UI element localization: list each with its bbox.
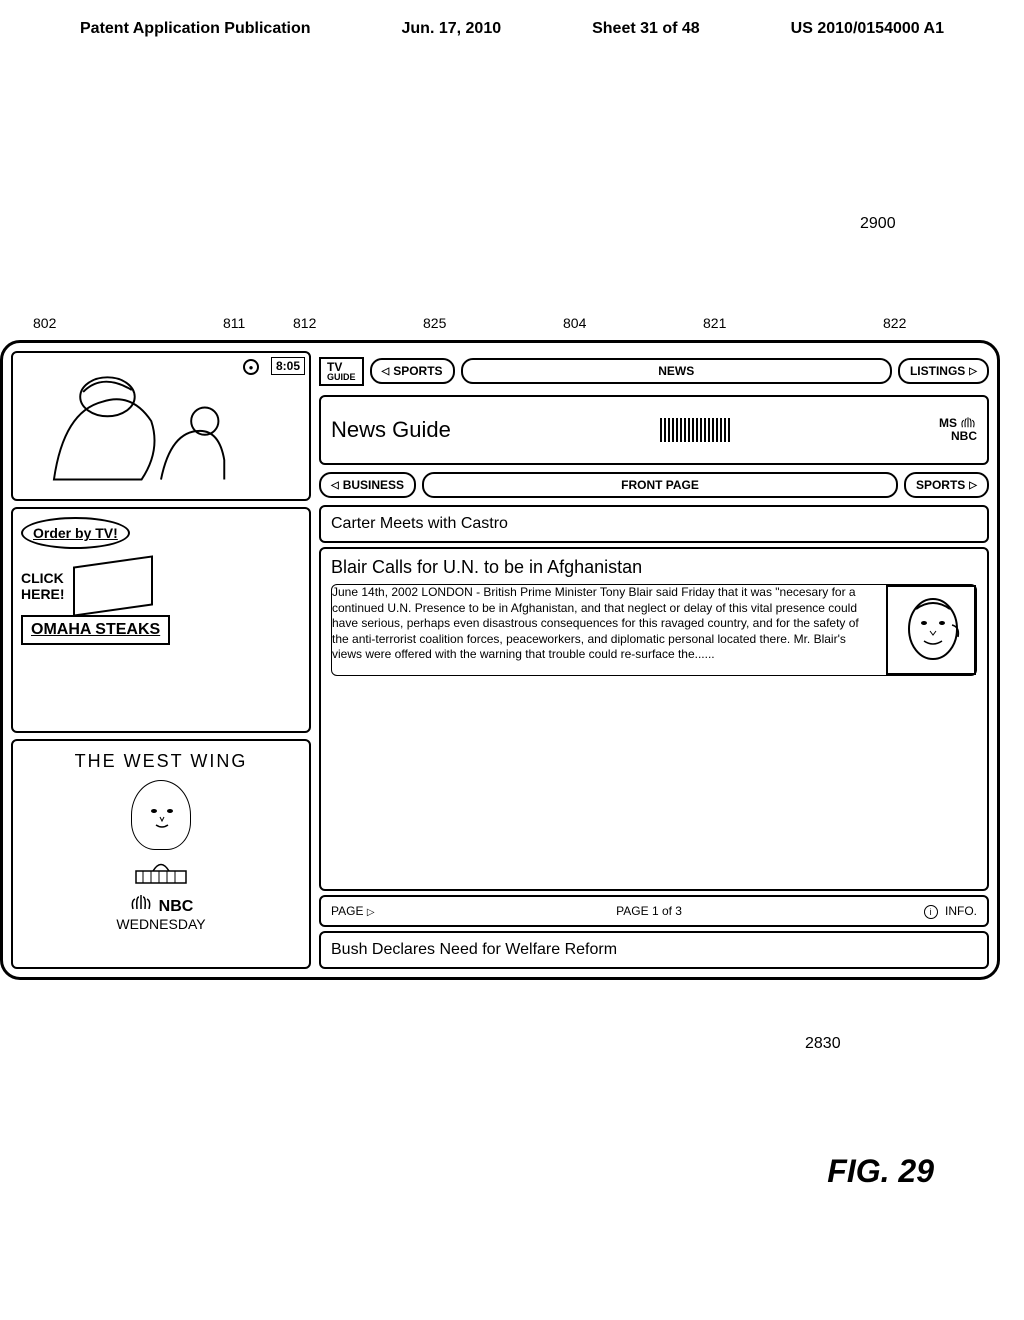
ref-822: 822 — [883, 315, 906, 331]
figure-label: FIG. 29 — [827, 1153, 934, 1190]
peacock-small-icon — [959, 416, 977, 430]
pub-label: Patent Application Publication — [80, 20, 311, 38]
logo-bottom: GUIDE — [327, 373, 356, 382]
headline-2[interactable]: Bush Declares Need for Welfare Reform — [319, 931, 989, 969]
page-prev-button[interactable]: PAGE ▷ — [331, 904, 375, 918]
info-button[interactable]: i INFO. — [924, 904, 977, 919]
show-title: THE WEST WING — [23, 751, 299, 772]
ms-text: MS — [939, 417, 957, 430]
triangle-left-icon: ◁ — [382, 366, 390, 377]
main-article[interactable]: Blair Calls for U.N. to be in Afghanista… — [319, 547, 989, 891]
order-bubble[interactable]: Order by TV! — [21, 517, 130, 549]
ref-2900: 2900 — [860, 215, 896, 233]
sports-nav-button[interactable]: ◁ SPORTS — [370, 358, 455, 384]
article-image — [886, 585, 976, 675]
record-icon: ● — [243, 359, 259, 375]
news-label: NEWS — [658, 364, 694, 378]
ref-812: 812 — [293, 315, 316, 331]
product-box-sketch — [73, 555, 153, 616]
triangle-right-icon: ▷ — [367, 907, 375, 918]
sports-sub-button[interactable]: SPORTS ▷ — [904, 472, 989, 498]
video-preview-panel[interactable]: ● 8:05 — [11, 351, 311, 501]
ref-821: 821 — [703, 315, 726, 331]
nbc-text: NBC — [939, 430, 977, 443]
ref-811: 811 — [223, 315, 245, 331]
info-label: INFO. — [945, 904, 977, 918]
msnbc-logo: MS NBC — [939, 416, 977, 443]
capitol-sketch — [131, 856, 191, 886]
tv-guide-screen: 802 811 812 825 804 821 822 ● 8:05 Order… — [0, 340, 1000, 980]
sub-navigation: ◁ BUSINESS FRONT PAGE SPORTS ▷ — [319, 469, 989, 501]
ref-2830: 2830 — [805, 1035, 841, 1053]
sports-sub-label: SPORTS — [916, 478, 965, 492]
headline-1[interactable]: Carter Meets with Castro — [319, 505, 989, 543]
triangle-right-icon: ▷ — [969, 480, 977, 491]
business-label: BUSINESS — [343, 478, 404, 492]
page-label: PAGE — [331, 904, 363, 918]
advertisement-panel[interactable]: Order by TV! CLICK HERE! OMAHA STEAKS — [11, 507, 311, 733]
show-promo-panel[interactable]: THE WEST WING — [11, 739, 311, 969]
tvguide-logo[interactable]: TV GUIDE — [319, 357, 364, 386]
barcode-graphic — [660, 418, 730, 442]
clock-time: 8:05 — [271, 357, 305, 375]
pagination-bar: PAGE ▷ PAGE 1 of 3 i INFO. — [319, 895, 989, 927]
click-here-text[interactable]: CLICK HERE! — [21, 570, 65, 602]
news-nav-button[interactable]: NEWS — [461, 358, 892, 384]
news-guide-title: News Guide — [331, 417, 451, 443]
frontpage-button[interactable]: FRONT PAGE — [422, 472, 898, 498]
listings-label: LISTINGS — [910, 364, 965, 378]
info-icon: i — [924, 905, 938, 919]
pub-date: Jun. 17, 2010 — [402, 20, 502, 38]
video-sketch — [13, 353, 309, 499]
character-sketch — [131, 780, 191, 850]
sports-label: SPORTS — [393, 364, 442, 378]
triangle-left-icon: ◁ — [331, 480, 339, 491]
network-name: NBC — [159, 898, 194, 916]
article-title: Blair Calls for U.N. to be in Afghanista… — [331, 557, 977, 578]
news-guide-header: News Guide MS NBC — [319, 395, 989, 465]
triangle-right-icon: ▷ — [969, 366, 977, 377]
air-day: WEDNESDAY — [23, 916, 299, 932]
ref-804: 804 — [563, 315, 586, 331]
article-body-text: June 14th, 2002 LONDON - British Prime M… — [332, 585, 878, 675]
business-button[interactable]: ◁ BUSINESS — [319, 472, 416, 498]
logo-top: TV — [327, 361, 356, 373]
top-navigation: TV GUIDE ◁ SPORTS NEWS LISTINGS ▷ — [319, 351, 989, 391]
frontpage-label: FRONT PAGE — [621, 478, 699, 492]
sheet-num: Sheet 31 of 48 — [592, 20, 700, 38]
ref-825: 825 — [423, 315, 446, 331]
ref-802: 802 — [33, 315, 56, 331]
page-indicator: PAGE 1 of 3 — [616, 904, 682, 918]
listings-nav-button[interactable]: LISTINGS ▷ — [898, 358, 989, 384]
brand-name: OMAHA STEAKS — [21, 615, 170, 645]
peacock-icon — [129, 893, 153, 913]
pub-number: US 2010/0154000 A1 — [791, 20, 944, 38]
